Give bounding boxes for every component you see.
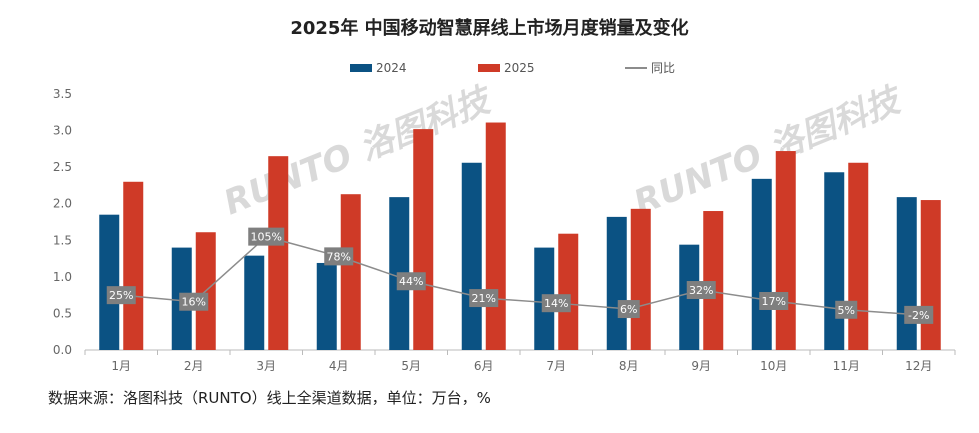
- bar-2025: [558, 233, 579, 350]
- yoy-data-label: 17%: [762, 295, 786, 308]
- bar-2025: [268, 156, 289, 350]
- bar-2025: [485, 122, 506, 350]
- legend-swatch-2025: [478, 64, 500, 72]
- yoy-data-label: 21%: [472, 292, 496, 305]
- y-tick-label: 2.5: [53, 160, 72, 174]
- y-tick-label: 3.5: [53, 87, 72, 101]
- yoy-label-box: [541, 294, 571, 313]
- x-tick-label: 1月: [111, 359, 131, 373]
- bar-2024: [244, 255, 265, 350]
- bar-2025: [413, 129, 434, 350]
- y-tick-label: 1.5: [53, 233, 72, 247]
- chart-title: 2025年 中国移动智慧屏线上市场月度销量及变化: [290, 18, 689, 39]
- yoy-line: [121, 235, 919, 316]
- bar-2024: [316, 262, 337, 350]
- x-tick-label: 2月: [184, 359, 204, 373]
- bar-2025: [703, 211, 724, 350]
- x-tick-label: 9月: [691, 359, 711, 373]
- yoy-data-label: 6%: [620, 303, 637, 316]
- bar-2025: [630, 208, 651, 350]
- y-tick-label: 0.0: [53, 343, 72, 357]
- bar-2024: [896, 197, 917, 350]
- y-tick-label: 3.0: [53, 124, 72, 138]
- bar-2025: [920, 200, 941, 350]
- legend-swatch-2024: [350, 64, 372, 72]
- yoy-label-box: [617, 300, 640, 319]
- yoy-label-box: [469, 289, 499, 308]
- bar-2025: [848, 162, 869, 350]
- legend-label: 2024: [376, 61, 407, 75]
- yoy-label-box: [179, 292, 209, 311]
- yoy-label-box: [324, 247, 354, 266]
- yoy-label-box: [396, 272, 426, 291]
- bar-2025: [123, 181, 144, 350]
- source-note: 数据来源：洛图科技（RUNTO）线上全渠道数据，单位：万台，%: [48, 389, 491, 407]
- x-tick-label: 12月: [905, 359, 932, 373]
- y-tick-label: 0.5: [53, 306, 72, 320]
- x-tick-label: 8月: [619, 359, 639, 373]
- bar-2024: [824, 172, 845, 350]
- yoy-data-label: -2%: [908, 309, 929, 322]
- yoy-label-box: [759, 291, 789, 310]
- legend-label: 同比: [651, 61, 675, 75]
- yoy-data-label: 5%: [838, 304, 855, 317]
- bar-2024: [606, 216, 627, 350]
- yoy-label-box: [248, 227, 285, 246]
- bar-2024: [461, 162, 482, 350]
- x-tick-label: 5月: [401, 359, 421, 373]
- x-tick-label: 10月: [760, 359, 787, 373]
- yoy-data-label: 32%: [689, 284, 713, 297]
- yoy-data-label: 14%: [544, 297, 568, 310]
- yoy-data-label: 78%: [327, 250, 351, 263]
- yoy-label-box: [904, 305, 934, 324]
- x-tick-label: 3月: [256, 359, 276, 373]
- yoy-data-label: 44%: [399, 275, 423, 288]
- y-tick-label: 2.0: [53, 197, 72, 211]
- yoy-label-box: [686, 281, 716, 300]
- yoy-label-box: [835, 300, 858, 319]
- bar-2024: [99, 214, 120, 350]
- x-tick-label: 6月: [474, 359, 494, 373]
- bar-2025: [340, 194, 361, 350]
- bar-2024: [751, 178, 772, 350]
- yoy-data-label: 16%: [182, 296, 206, 309]
- yoy-data-label: 25%: [109, 289, 133, 302]
- y-tick-label: 1.0: [53, 270, 72, 284]
- legend-label: 2025: [504, 61, 535, 75]
- x-tick-label: 4月: [329, 359, 349, 373]
- yoy-label-box: [106, 286, 136, 305]
- bar-2025: [775, 151, 796, 350]
- x-tick-label: 11月: [833, 359, 860, 373]
- yoy-data-label: 105%: [251, 231, 282, 244]
- x-tick-label: 7月: [546, 359, 566, 373]
